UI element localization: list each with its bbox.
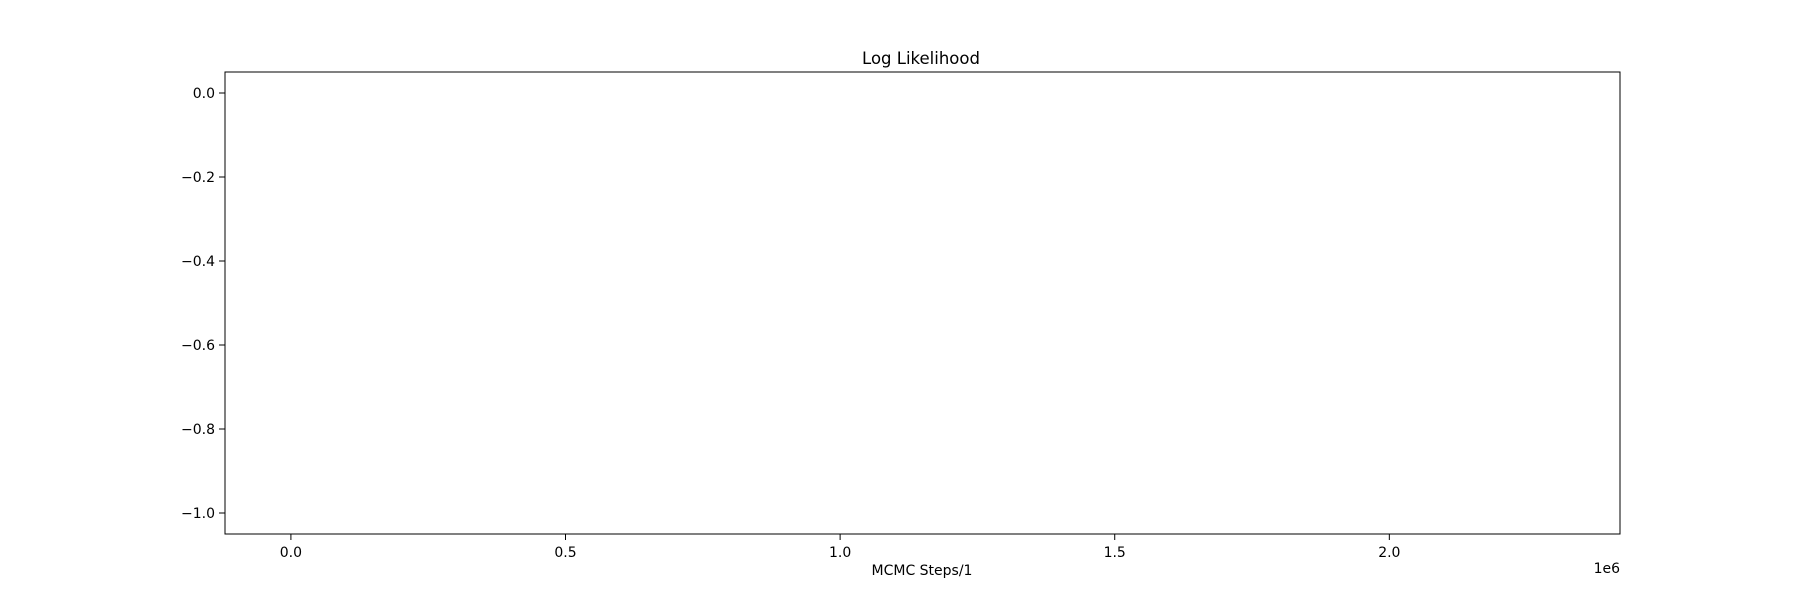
plot-area <box>224 71 1621 535</box>
y-axis-ticks: 0.0 −0.2 −0.4 −0.6 −0.8 −1.0 <box>181 86 225 522</box>
x-axis-ticks: 0.0 0.5 1.0 1.5 2.0 <box>280 534 1400 561</box>
chart-title: Log Likelihood <box>862 49 980 68</box>
x-tick-label: 0.0 <box>280 545 302 561</box>
y-tick-label: −0.6 <box>181 338 215 354</box>
x-tick-label: 1.0 <box>829 545 851 561</box>
x-axis-label: MCMC Steps/1 <box>872 563 973 579</box>
y-tick-label: 0.0 <box>193 86 215 102</box>
x-tick-label: 2.0 <box>1378 545 1400 561</box>
x-tick-label: 1.5 <box>1104 545 1126 561</box>
x-axis-offset-label: 1e6 <box>1594 561 1621 577</box>
y-tick-label: −1.0 <box>181 506 215 522</box>
y-tick-label: −0.4 <box>181 254 215 270</box>
x-tick-label: 0.5 <box>554 545 576 561</box>
y-tick-label: −0.2 <box>181 170 215 186</box>
y-tick-label: −0.8 <box>181 422 215 438</box>
